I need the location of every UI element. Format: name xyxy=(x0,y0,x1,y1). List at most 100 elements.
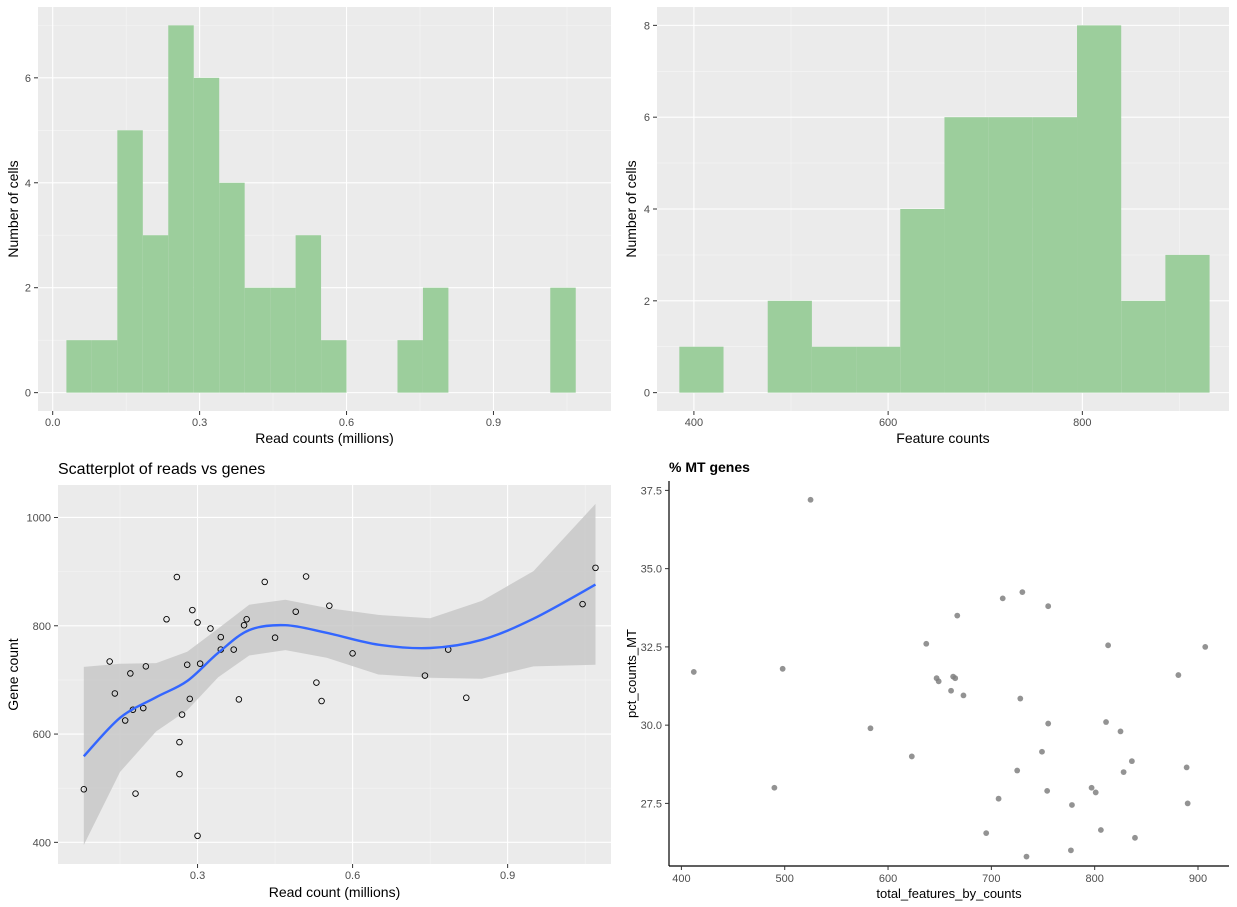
scatter-point xyxy=(194,619,201,626)
histogram-bar xyxy=(244,287,271,393)
scatter-point xyxy=(142,663,150,670)
scatter-point xyxy=(908,753,915,760)
histogram-bar xyxy=(219,182,245,393)
scatter-point xyxy=(1120,769,1127,775)
x-tick-label: 900 xyxy=(1189,873,1207,885)
y-tick-label: 6 xyxy=(644,112,650,124)
y-tick-label: 0 xyxy=(644,388,650,400)
x-tick-label: 0.3 xyxy=(190,870,205,882)
feature-counts-histogram-ticks: 400 600 800 0 2 4 6 8 xyxy=(644,20,1092,429)
reads-vs-genes-scatter: Scatterplot of reads vs genes 0.3 0.6 0.9 4… xyxy=(5,461,611,900)
x-tick-label: 700 xyxy=(982,873,1000,885)
scatter-point xyxy=(1014,767,1021,774)
feature-counts-histogram: 400 600 800 0 2 4 6 8 Feature counts Number of … xyxy=(623,7,1229,446)
y-tick-label: 4 xyxy=(25,178,31,190)
histogram-bar xyxy=(117,130,143,393)
scatter-point xyxy=(463,694,470,702)
histogram-bar xyxy=(767,300,812,393)
scatter-point xyxy=(326,602,333,609)
scatter-point xyxy=(243,616,250,623)
y-tick-label: 800 xyxy=(33,621,51,633)
scatter-point xyxy=(954,612,961,619)
histogram-bar xyxy=(811,346,857,393)
y-tick-label: 600 xyxy=(33,729,51,741)
scatter-point xyxy=(960,692,967,699)
scatter-point xyxy=(230,646,237,653)
y-tick-label: 8 xyxy=(644,20,650,32)
mt-genes-scatter-title: % MT genes xyxy=(669,459,750,475)
smooth-confidence-ribbon xyxy=(83,503,596,845)
scatter-point xyxy=(1088,784,1095,791)
histogram-bar xyxy=(91,340,118,393)
scatter-point xyxy=(121,717,129,724)
x-tick-label: 800 xyxy=(1073,417,1091,429)
histogram-bar xyxy=(550,287,576,393)
read-counts-histogram-y-axis-title: Number of cells xyxy=(5,160,21,257)
x-tick-label: 0.3 xyxy=(192,417,207,429)
scatter-point xyxy=(111,690,119,697)
x-tick-label: 600 xyxy=(879,417,897,429)
scatter-point xyxy=(1068,847,1074,854)
reads-vs-genes-scatter-points xyxy=(80,564,599,840)
read-counts-histogram-bars xyxy=(66,25,576,393)
mt-genes-scatter-x-axis-title: total_features_by_counts xyxy=(876,886,1022,901)
scatter-point xyxy=(292,608,299,615)
scatter-point xyxy=(1023,853,1030,860)
y-tick-label: 37.5 xyxy=(641,485,662,497)
scatter-point xyxy=(923,640,930,647)
x-tick-label: 0.6 xyxy=(345,870,360,882)
scatter-point xyxy=(952,675,959,682)
y-tick-label: 35.0 xyxy=(641,564,662,576)
histogram-bar xyxy=(142,235,169,393)
scatter-point xyxy=(1117,728,1124,735)
x-tick-label: 0.9 xyxy=(500,870,515,882)
histogram-bar xyxy=(1121,300,1166,393)
histogram-bar xyxy=(988,117,1033,393)
histogram-bar xyxy=(1077,25,1122,393)
scatter-point xyxy=(207,625,214,632)
scatter-point xyxy=(1105,642,1112,649)
scatter-point xyxy=(1045,603,1052,610)
histogram-bar xyxy=(422,287,449,393)
histogram-bar xyxy=(397,340,423,393)
y-tick-label: 1000 xyxy=(27,512,51,524)
scatter-point xyxy=(176,738,183,746)
scatter-point xyxy=(106,658,113,665)
histogram-bar xyxy=(168,25,194,393)
x-tick-label: 0.0 xyxy=(45,417,60,429)
scatter-point xyxy=(1039,748,1045,755)
feature-counts-histogram-bars xyxy=(679,25,1210,393)
mt-genes-scatter-y-axis-title: pct_counts_MT xyxy=(624,629,639,718)
x-tick-label: 400 xyxy=(685,417,703,429)
histogram-bar xyxy=(295,235,322,393)
scatter-point xyxy=(189,606,196,614)
scatter-point xyxy=(183,661,191,669)
scatter-point xyxy=(196,660,204,667)
scatter-point xyxy=(240,621,248,629)
scatter-point xyxy=(302,573,310,580)
scatter-point xyxy=(1017,695,1024,702)
scatter-point xyxy=(1097,827,1104,833)
mt-genes-scatter: % MT genes 400 500 600 700 800 900 27.5 30.0 32.… xyxy=(624,459,1229,901)
scatter-point xyxy=(235,696,243,703)
histogram-bar xyxy=(1165,254,1210,393)
scatter-point xyxy=(1132,834,1138,841)
reads-vs-genes-scatter-title: Scatterplot of reads vs genes xyxy=(58,461,265,478)
scatter-point xyxy=(1183,764,1190,771)
scatter-point xyxy=(592,564,599,572)
scatter-point xyxy=(1175,672,1182,678)
scatter-point xyxy=(127,670,134,677)
histogram-bar xyxy=(270,287,296,393)
scatter-point xyxy=(173,573,181,581)
scatter-point xyxy=(1184,800,1191,807)
x-tick-label: 0.6 xyxy=(339,417,354,429)
y-tick-label: 27.5 xyxy=(641,798,662,810)
histogram-bar xyxy=(679,346,724,393)
scatter-point xyxy=(421,672,429,679)
y-tick-label: 30.0 xyxy=(641,720,662,732)
scatter-point xyxy=(690,669,697,675)
histogram-bar xyxy=(66,340,92,393)
scatter-point xyxy=(1202,643,1209,650)
